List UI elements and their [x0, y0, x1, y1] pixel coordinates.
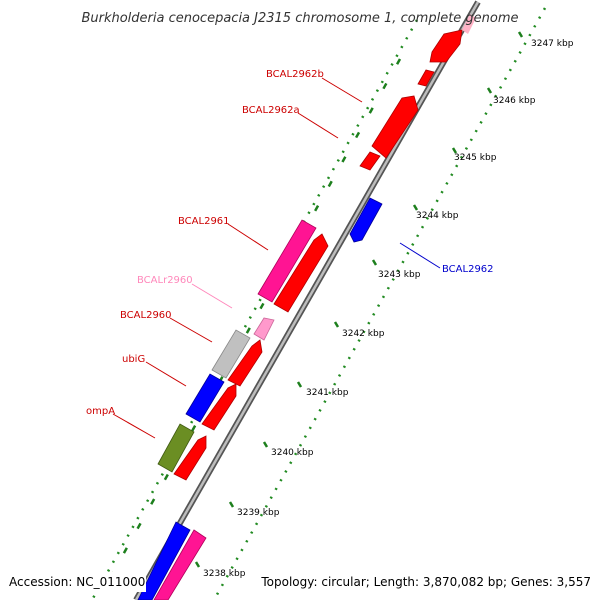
- gene-label-bcal2962[interactable]: BCAL2962: [442, 264, 494, 275]
- kbp-label: 3244 kbp: [416, 211, 459, 221]
- kbp-tick: [262, 441, 269, 448]
- kbp-label: 3238 kbp: [203, 569, 246, 579]
- gene-label-ompa[interactable]: ompA: [86, 406, 115, 417]
- gene-arrow-red-long[interactable]: [273, 233, 329, 313]
- gene-arrow-bcal2962[interactable]: [349, 197, 383, 243]
- leader-line: [321, 77, 363, 103]
- kbp-label: 3243 kbp: [378, 270, 421, 280]
- gene-arrow-red-ubig[interactable]: [201, 383, 237, 431]
- kbp-tick: [451, 147, 458, 154]
- gene-arrow-top-pink[interactable]: [462, 14, 476, 34]
- gene-labels: BCAL2962b BCAL2962a BCAL2961 BCALr2960 B…: [86, 69, 494, 417]
- kbp-labels: 3247 kbp 3246 kbp 3245 kbp 3244 kbp 3243…: [203, 39, 574, 579]
- kbp-tick: [486, 87, 493, 94]
- kbp-label: 3239 kbp: [237, 508, 280, 518]
- kbp-tick: [517, 31, 524, 38]
- gene-label-bcal2962b[interactable]: BCAL2962b: [266, 69, 324, 80]
- gene-arrow-ompa[interactable]: [157, 423, 195, 473]
- gene-label-bcal2962a[interactable]: BCAL2962a: [242, 105, 300, 116]
- kbp-label: 3245 kbp: [454, 153, 497, 163]
- gene-arrow-bcal2960-grey[interactable]: [211, 329, 251, 379]
- leader-line: [297, 112, 339, 139]
- kbp-label: 3247 kbp: [531, 39, 574, 49]
- gene-label-bcalr2960[interactable]: BCALr2960: [137, 275, 193, 286]
- gene-arrow-bottom-magenta[interactable]: [153, 529, 207, 600]
- kbp-tick: [194, 561, 201, 568]
- leader-lines: [112, 77, 441, 439]
- gene-features: [137, 14, 476, 600]
- kbp-tick: [371, 259, 378, 266]
- summary-text: Topology: circular; Length: 3,870,082 bp…: [260, 575, 591, 589]
- accession-text: Accession: NC_011000: [9, 575, 145, 589]
- gene-arrow-bottom-blue[interactable]: [137, 521, 191, 600]
- leader-line: [169, 317, 213, 343]
- gene-label-ubig[interactable]: ubiG: [122, 354, 145, 365]
- gene-label-bcal2961[interactable]: BCAL2961: [178, 216, 230, 227]
- leader-line: [145, 361, 187, 387]
- kbp-label: 3242 kbp: [342, 329, 385, 339]
- gene-label-bcal2960[interactable]: BCAL2960: [120, 310, 172, 321]
- kbp-label: 3246 kbp: [493, 96, 536, 106]
- kbp-label: 3240 kbp: [271, 448, 314, 458]
- kbp-tick: [412, 204, 419, 211]
- leader-line: [191, 283, 233, 309]
- leader-line: [227, 223, 269, 251]
- gene-arrow-top[interactable]: [429, 29, 463, 63]
- gene-arrow-red-mid[interactable]: [227, 339, 263, 387]
- leader-line: [112, 413, 156, 439]
- gene-arrow-bcal2962a[interactable]: [371, 95, 419, 159]
- gene-arrow-red-ompa[interactable]: [173, 435, 207, 481]
- genome-backbone: [133, 0, 481, 600]
- gene-arrow-bcal2962b[interactable]: [417, 69, 435, 87]
- kbp-tick: [228, 501, 235, 508]
- gene-arrow-bcal2962a-small[interactable]: [359, 151, 381, 171]
- gene-arrow-bcalr2960[interactable]: [253, 317, 275, 341]
- kbp-label: 3241 kbp: [306, 388, 349, 398]
- map-title: Burkholderia cenocepacia J2315 chromosom…: [81, 11, 518, 26]
- footer-accession-bg: [6, 572, 146, 592]
- gene-arrow-ubig[interactable]: [185, 373, 225, 423]
- kbp-ticks: [194, 31, 524, 568]
- footer-summary-bg: [258, 572, 594, 592]
- kbp-tick: [333, 321, 340, 328]
- kbp-tick: [296, 381, 303, 388]
- inner-dotted-guide: [90, 19, 419, 600]
- leader-line: [399, 242, 441, 269]
- gene-arrow-bcal2961[interactable]: [257, 219, 317, 303]
